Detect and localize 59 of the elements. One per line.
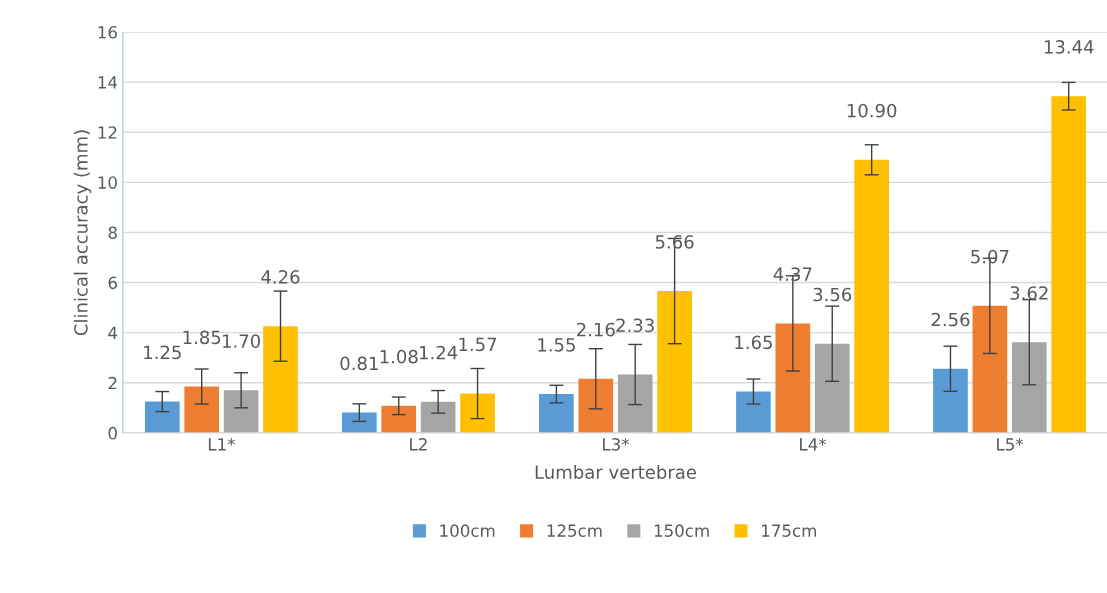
y-tick-label: 6	[108, 276, 117, 290]
text: 3.62	[1010, 286, 1048, 300]
legend-label: 150cm	[654, 524, 709, 537]
text: 10.90	[847, 103, 897, 118]
y-tick-label: 4	[108, 326, 118, 340]
bar	[460, 393, 495, 433]
bar	[223, 390, 259, 433]
bar	[263, 326, 298, 433]
x-tick-label: L5*	[997, 438, 1024, 451]
text: 1.85	[183, 330, 221, 345]
text: 5.07	[971, 249, 1009, 264]
bar	[1011, 342, 1047, 433]
y-tick-label: 12	[98, 126, 117, 139]
bar	[578, 378, 614, 433]
y-tick-label: 0	[108, 426, 117, 440]
bar	[144, 401, 180, 433]
bar	[184, 386, 220, 433]
text: 1.57	[459, 337, 497, 352]
bar	[657, 291, 692, 433]
y-tick-label: 10	[98, 176, 117, 189]
legend-label: 175cm	[762, 524, 816, 537]
bar	[617, 374, 653, 433]
x-tick-label: L3*	[603, 438, 630, 451]
text: 4.37	[773, 267, 812, 282]
text: 1.08	[380, 349, 418, 364]
bar	[933, 368, 968, 433]
x-tick-label: L4*	[800, 438, 827, 451]
bar	[381, 405, 417, 433]
text: 1.24	[420, 345, 458, 360]
bar	[539, 394, 574, 433]
bar	[775, 323, 811, 433]
bar	[420, 401, 456, 433]
bar	[341, 412, 377, 433]
y-tick-label: 8	[108, 226, 117, 240]
text: 2.16	[577, 322, 615, 337]
y-tick-label: 2	[108, 376, 117, 390]
y-tick-label: 14	[98, 76, 118, 89]
text: 1.70	[222, 334, 261, 348]
x-axis-title: Lumbar vertebrae	[535, 464, 696, 479]
text: 1.65	[735, 335, 772, 350]
bar	[854, 159, 889, 433]
bar	[1051, 96, 1087, 433]
text: 13.44	[1044, 40, 1094, 54]
text: 1.25	[144, 345, 181, 360]
bar	[736, 391, 771, 433]
bar	[814, 343, 850, 433]
x-tick-label: L1*	[208, 438, 236, 451]
text: 2.56	[931, 312, 970, 327]
text: 0.81	[340, 356, 378, 371]
legend-label: 100cm	[440, 524, 495, 537]
text: 4.26	[261, 270, 300, 284]
legend-label: 125cm	[547, 524, 602, 537]
text: 3.56	[813, 287, 852, 302]
y-tick-label: 16	[98, 25, 117, 39]
x-tick-label: L2	[410, 438, 427, 451]
y-axis-title: Clinical accuracy (mm)	[73, 130, 92, 336]
text: 2.33	[616, 318, 654, 333]
bar	[972, 305, 1008, 433]
text: 1.55	[538, 338, 575, 352]
